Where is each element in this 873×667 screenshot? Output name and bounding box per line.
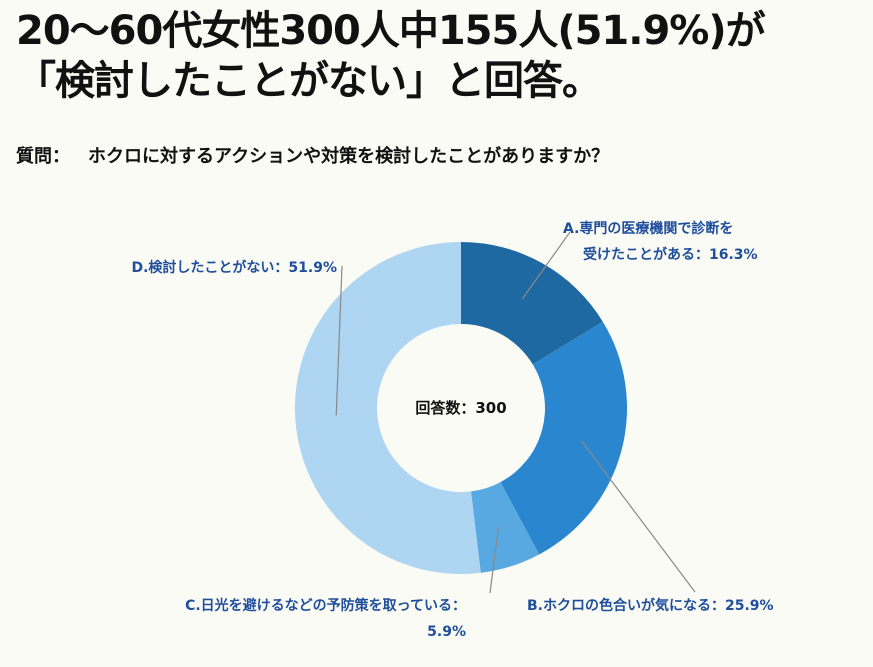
question-text: ホクロに対するアクションや対策を検討したことがありますか？ — [88, 146, 610, 167]
slice-label-a-line-1: A.専門の医療機関で診断を — [563, 220, 733, 237]
donut-slice-d — [295, 242, 481, 575]
leader-line-d — [335, 265, 343, 416]
slice-label-b-line-1: B.ホクロの色合いが気になる：25.9% — [527, 597, 774, 614]
slice-label-c-line-2: 5.9% — [427, 624, 466, 640]
leader-line-c — [489, 527, 500, 594]
question: 質問： ホクロに対するアクションや対策を検討したことがありますか？ — [16, 142, 609, 168]
donut-slice-b — [500, 321, 627, 555]
leader-line-a — [521, 231, 571, 300]
slice-label-a-line-2: 受けたことがある：16.3% — [583, 246, 758, 263]
donut-slices — [295, 242, 627, 575]
leader-lines — [335, 231, 696, 594]
center-label: 回答数：300 — [415, 399, 506, 417]
page-title: 20〜60代女性300人中155人(51.9%)が 「検討したことがない」と回答… — [16, 6, 866, 106]
leader-line-b — [581, 440, 696, 593]
question-label: 質問： — [16, 146, 70, 167]
donut-slice-c — [471, 482, 540, 573]
donut-slice-a — [461, 242, 603, 365]
slice-label-d-line-1: D.検討したことがない：51.9% — [131, 259, 337, 276]
title-line-1: 20〜60代女性300人中155人(51.9%)が — [16, 8, 766, 54]
slice-label-c-line-1: C.日光を避けるなどの予防策を取っている： — [185, 597, 466, 614]
title-line-2: 「検討したことがない」と回答。 — [16, 58, 602, 104]
